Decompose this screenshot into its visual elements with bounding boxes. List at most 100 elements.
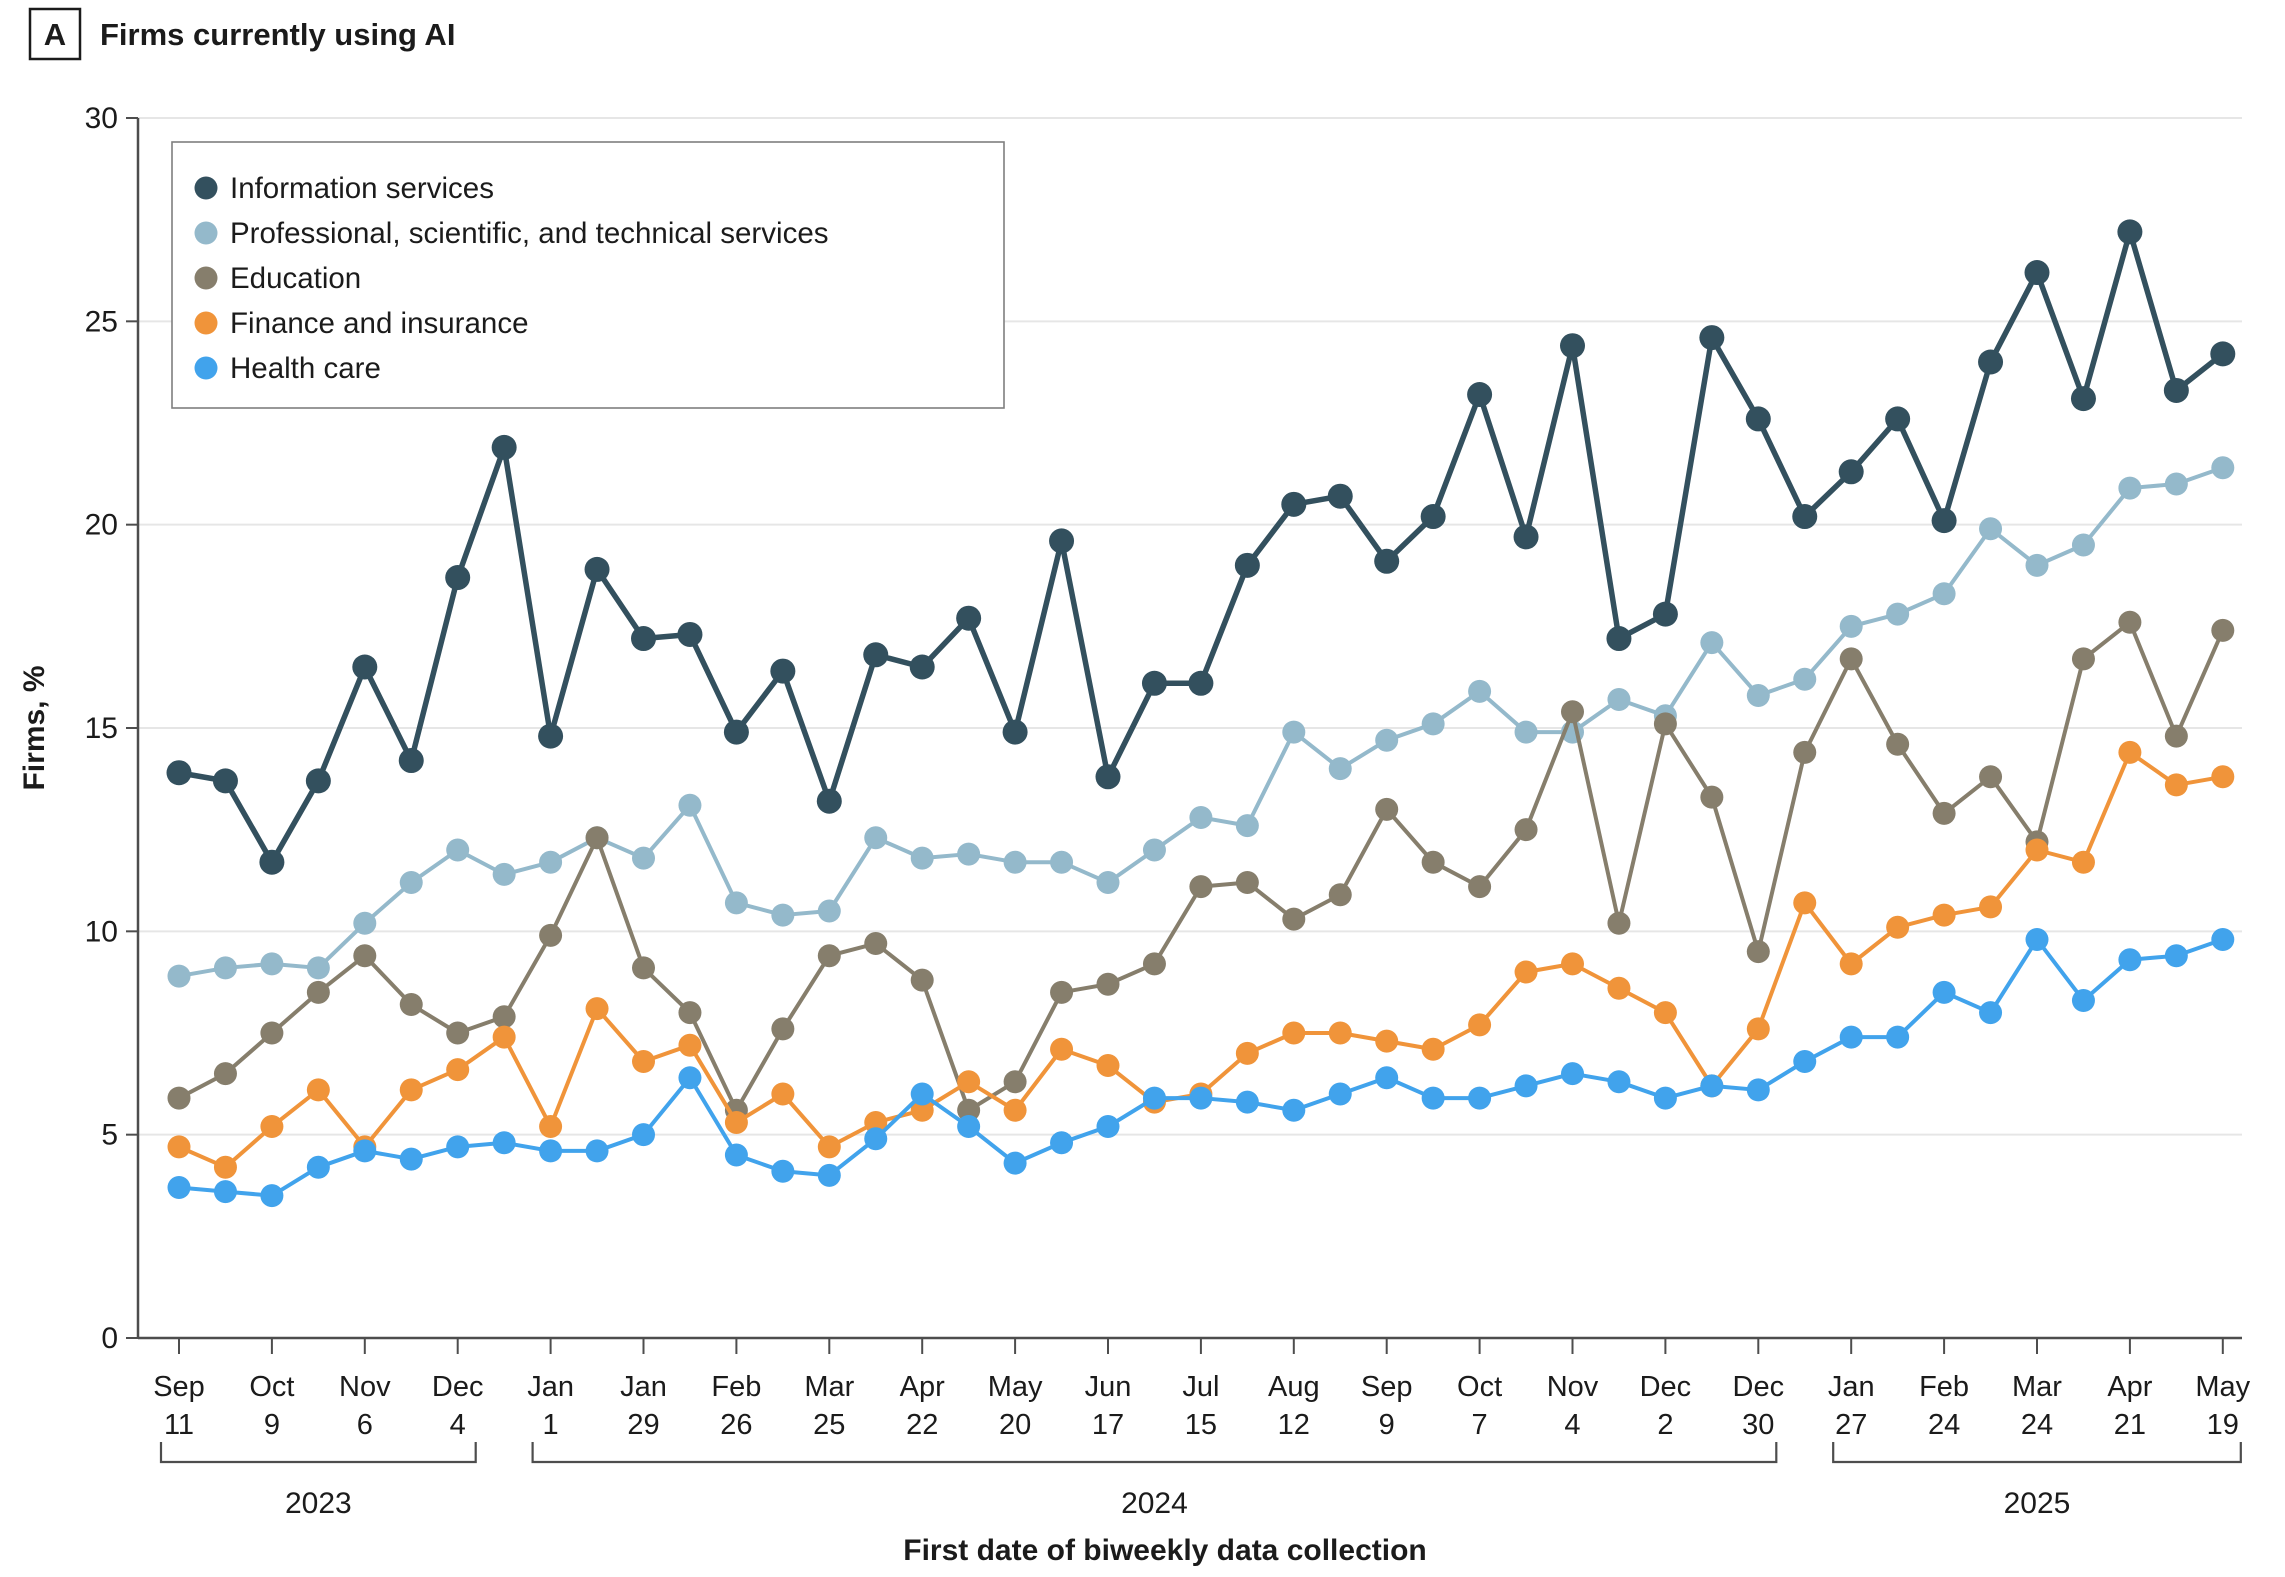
data-point-information-services bbox=[1606, 626, 1632, 652]
data-point-professional-scientific-and-technical-services bbox=[1328, 757, 1352, 781]
data-point-health-care bbox=[1514, 1074, 1538, 1098]
x-tick-label-month: Apr bbox=[900, 1371, 945, 1403]
data-point-health-care bbox=[1561, 1062, 1584, 1086]
data-point-professional-scientific-and-technical-services bbox=[167, 964, 191, 988]
data-point-finance-and-insurance bbox=[585, 997, 609, 1021]
data-point-education bbox=[1142, 952, 1166, 976]
data-point-information-services bbox=[305, 768, 331, 794]
data-point-education bbox=[1003, 1070, 1027, 1094]
panel-label: A bbox=[44, 17, 66, 52]
data-point-finance-and-insurance bbox=[446, 1058, 470, 1082]
x-tick-label-month: Sep bbox=[1361, 1371, 1413, 1403]
data-point-finance-and-insurance bbox=[213, 1155, 237, 1179]
data-point-professional-scientific-and-technical-services bbox=[539, 850, 563, 874]
y-tick-label: 20 bbox=[85, 509, 118, 542]
data-point-information-services bbox=[1374, 548, 1400, 574]
data-point-information-services bbox=[1141, 670, 1167, 696]
data-point-information-services bbox=[677, 621, 703, 647]
data-point-finance-and-insurance bbox=[1235, 1041, 1259, 1065]
data-point-professional-scientific-and-technical-services bbox=[446, 838, 470, 862]
data-point-education bbox=[1653, 712, 1677, 736]
data-point-information-services bbox=[352, 654, 378, 680]
data-point-information-services bbox=[1002, 719, 1028, 745]
data-point-health-care bbox=[1328, 1082, 1352, 1106]
data-point-education bbox=[1235, 871, 1259, 895]
data-point-health-care bbox=[2118, 948, 2142, 972]
data-point-finance-and-insurance bbox=[724, 1110, 748, 1134]
data-point-information-services bbox=[1978, 349, 2004, 375]
x-tick-label-day: 9 bbox=[264, 1409, 280, 1441]
data-point-education bbox=[1421, 850, 1445, 874]
data-point-finance-and-insurance bbox=[1839, 952, 1863, 976]
data-point-information-services bbox=[770, 658, 796, 684]
data-point-education bbox=[1514, 818, 1538, 842]
data-point-education bbox=[910, 968, 934, 992]
data-point-information-services bbox=[723, 719, 749, 745]
legend: Information services Professional, scient… bbox=[171, 141, 1005, 409]
data-point-information-services bbox=[2024, 260, 2050, 286]
data-point-education bbox=[957, 1098, 981, 1122]
data-point-health-care bbox=[1839, 1025, 1863, 1049]
x-tick-label-month: Jan bbox=[527, 1371, 574, 1403]
data-point-professional-scientific-and-technical-services bbox=[864, 826, 888, 850]
legend-item-label: Health care bbox=[230, 352, 381, 385]
data-point-professional-scientific-and-technical-services bbox=[910, 846, 934, 870]
data-point-professional-scientific-and-technical-services bbox=[1607, 688, 1631, 712]
x-tick-label-day: 29 bbox=[627, 1409, 659, 1441]
y-tick-label: 0 bbox=[101, 1322, 118, 1355]
data-point-health-care bbox=[1932, 980, 1956, 1004]
data-point-professional-scientific-and-technical-services bbox=[2118, 476, 2142, 500]
x-tick-label-month: Jul bbox=[1182, 1371, 1219, 1403]
data-point-professional-scientific-and-technical-services bbox=[632, 846, 655, 870]
data-point-professional-scientific-and-technical-services bbox=[1746, 683, 1770, 707]
data-point-information-services bbox=[631, 626, 656, 652]
data-point-professional-scientific-and-technical-services bbox=[1096, 871, 1120, 895]
x-axis-title: First date of biweekly data collection bbox=[903, 1534, 1426, 1567]
x-tick-label-day: 20 bbox=[999, 1409, 1031, 1441]
data-point-finance-and-insurance bbox=[1514, 960, 1538, 984]
data-point-health-care bbox=[678, 1066, 702, 1090]
data-point-finance-and-insurance bbox=[1375, 1029, 1399, 1053]
data-point-education bbox=[306, 980, 330, 1004]
data-point-information-services bbox=[1931, 508, 1957, 534]
data-point-information-services bbox=[1792, 504, 1818, 530]
data-point-health-care bbox=[1142, 1086, 1166, 1110]
x-tick-label-month: Oct bbox=[1457, 1371, 1502, 1403]
data-point-health-care bbox=[306, 1155, 330, 1179]
data-point-health-care bbox=[585, 1139, 609, 1163]
y-tick-label: 15 bbox=[85, 712, 118, 745]
year-label: 2025 bbox=[2004, 1487, 2071, 1520]
y-tick-label: 10 bbox=[85, 915, 118, 948]
data-point-health-care bbox=[1607, 1070, 1631, 1094]
year-bracket-2025 bbox=[1832, 1442, 2242, 1464]
data-point-information-services bbox=[1327, 483, 1353, 509]
data-point-finance-and-insurance bbox=[1793, 891, 1817, 915]
data-point-professional-scientific-and-technical-services bbox=[1421, 712, 1445, 736]
data-point-finance-and-insurance bbox=[632, 1049, 655, 1073]
data-point-education bbox=[167, 1086, 191, 1110]
year-label: 2024 bbox=[1121, 1487, 1188, 1520]
data-point-health-care bbox=[2164, 944, 2188, 968]
year-bracket-2024 bbox=[531, 1442, 1778, 1464]
data-point-professional-scientific-and-technical-services bbox=[1282, 720, 1306, 744]
data-point-health-care bbox=[1421, 1086, 1445, 1110]
x-tick-label-month: Dec bbox=[1733, 1371, 1785, 1403]
data-point-health-care bbox=[771, 1159, 795, 1183]
data-point-education bbox=[2164, 724, 2188, 748]
x-tick-label-day: 15 bbox=[1185, 1409, 1217, 1441]
data-point-education bbox=[817, 944, 841, 968]
panel-label-box bbox=[28, 7, 82, 61]
data-point-professional-scientific-and-technical-services bbox=[2071, 533, 2095, 557]
data-point-health-care bbox=[539, 1139, 563, 1163]
data-point-information-services bbox=[491, 434, 517, 460]
data-point-information-services bbox=[398, 748, 424, 774]
data-point-professional-scientific-and-technical-services bbox=[817, 899, 841, 923]
data-point-education bbox=[1282, 907, 1306, 931]
data-point-finance-and-insurance bbox=[1003, 1098, 1027, 1122]
data-point-finance-and-insurance bbox=[167, 1135, 191, 1159]
data-point-education bbox=[213, 1062, 237, 1086]
data-point-finance-and-insurance bbox=[539, 1115, 563, 1139]
data-point-finance-and-insurance bbox=[306, 1078, 330, 1102]
legend-item-label: Education bbox=[230, 262, 361, 295]
data-point-information-services bbox=[1838, 459, 1864, 485]
